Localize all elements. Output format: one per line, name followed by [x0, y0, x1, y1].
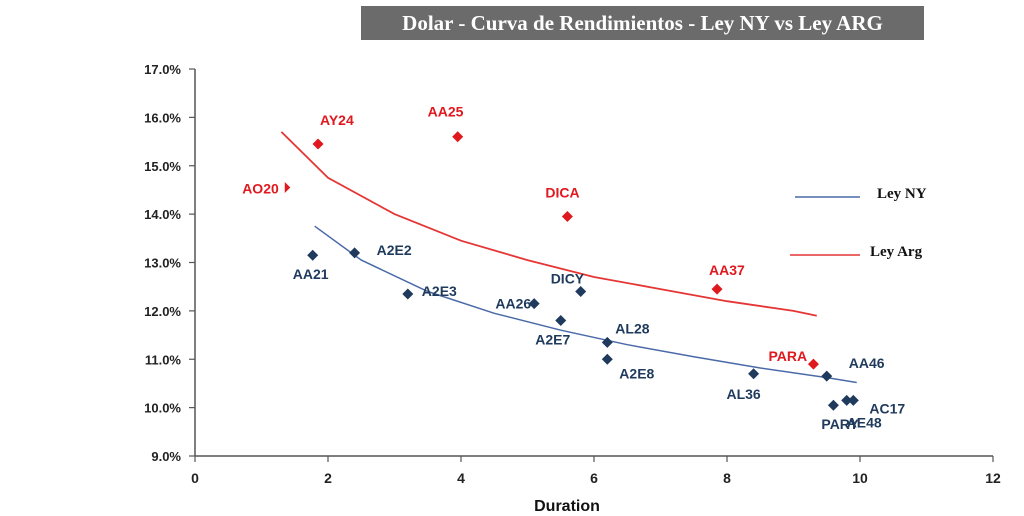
- legend-label-ley-ny: Ley NY: [877, 186, 927, 202]
- data-point-aa37: [711, 283, 723, 295]
- point-label-ao20: AO20: [242, 181, 279, 197]
- y-tick-label: 17.0%: [144, 62, 181, 77]
- point-label-a2e3: A2E3: [422, 283, 457, 299]
- point-label-al36: AL36: [726, 386, 760, 402]
- chart-title: Dolar - Curva de Rendimientos - Ley NY v…: [361, 6, 924, 40]
- x-tick-label: 12: [985, 470, 1001, 486]
- y-tick-label: 15.0%: [144, 159, 181, 174]
- point-label-para: PARA: [768, 348, 807, 364]
- y-tick-label: 11.0%: [145, 352, 182, 367]
- data-point-dicy: [575, 286, 587, 298]
- data-point-aa25: [452, 131, 464, 143]
- data-point-ae48: [841, 394, 853, 406]
- chart-ticks: 9.0% 10.0% 11.0% 12.0% 13.0% 14.0% 15.0% 16.0% 1…: [144, 62, 1001, 486]
- data-point-aa26: [528, 298, 540, 310]
- chart-axes: [194, 69, 993, 457]
- x-tick-label: 4: [457, 470, 465, 486]
- x-tick-label: 8: [723, 470, 731, 486]
- data-point-aa21: [307, 249, 319, 261]
- x-tick-label: 10: [852, 470, 868, 486]
- y-tick-label: 14.0%: [144, 207, 181, 222]
- trend-curve-ley-ny: [314, 225, 857, 384]
- data-point-al36: [748, 368, 760, 380]
- point-label-ac17: AC17: [869, 400, 905, 416]
- x-axis-label: Duration: [534, 498, 600, 515]
- data-point-ao20: [284, 182, 291, 194]
- data-point-a2e2: [349, 247, 361, 259]
- x-tick-label: 2: [324, 470, 332, 486]
- point-label-a2e7: A2E7: [535, 332, 570, 348]
- chart-legend: Ley NY Ley Arg: [790, 186, 927, 260]
- point-label-pary: PARY: [821, 416, 859, 432]
- data-point-dica: [561, 211, 573, 223]
- trend-curve-ley-arg: [280, 131, 817, 317]
- data-point-a2e7: [555, 315, 567, 327]
- chart-points: [284, 131, 859, 411]
- point-label-ae48: AE48: [847, 414, 882, 430]
- point-label-a2e2: A2E2: [377, 242, 412, 258]
- y-tick-label: 13.0%: [144, 256, 181, 271]
- point-label-aa37: AA37: [709, 262, 745, 278]
- point-label-dicy: DICY: [551, 271, 585, 287]
- point-label-ay24: AY24: [320, 112, 354, 128]
- chart-point-labels: AA21 A2E2 A2E3 AA26 DICY A2E7 AL28 A2E8 AL36 AA46…: [242, 104, 905, 432]
- data-point-ay24: [312, 138, 324, 150]
- point-label-aa46: AA46: [849, 355, 885, 371]
- data-point-para: [807, 358, 819, 370]
- y-tick-label: 9.0%: [151, 449, 181, 464]
- y-tick-label: 12.0%: [144, 304, 181, 319]
- point-label-a2e8: A2E8: [619, 365, 654, 381]
- chart-trend-curves: [280, 131, 857, 384]
- point-label-al28: AL28: [615, 320, 649, 336]
- point-label-aa25: AA25: [428, 104, 464, 120]
- point-label-aa21: AA21: [293, 266, 329, 282]
- legend-label-ley-arg: Ley Arg: [870, 244, 923, 260]
- point-label-dica: DICA: [545, 185, 579, 201]
- y-tick-label: 10.0%: [144, 401, 181, 416]
- point-label-aa26: AA26: [495, 296, 531, 312]
- x-tick-label: 6: [590, 470, 598, 486]
- data-point-a2e8: [601, 353, 613, 365]
- data-point-al28: [601, 336, 613, 348]
- data-point-pary: [827, 399, 839, 411]
- data-point-aa46: [821, 370, 833, 382]
- y-tick-label: 16.0%: [144, 110, 181, 125]
- data-point-a2e3: [402, 288, 414, 300]
- x-tick-label: 0: [191, 470, 199, 486]
- data-point-ac17: [847, 394, 859, 406]
